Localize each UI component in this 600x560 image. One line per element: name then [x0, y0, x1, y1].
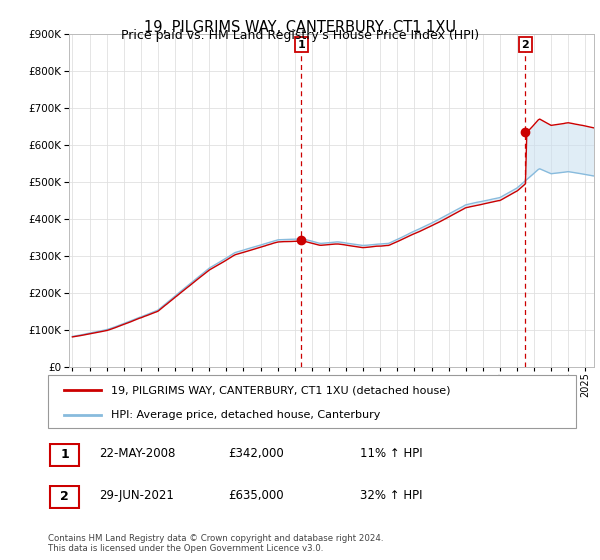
FancyBboxPatch shape [50, 444, 79, 466]
Text: 11% ↑ HPI: 11% ↑ HPI [360, 447, 422, 460]
Text: 1: 1 [298, 40, 305, 50]
Text: £342,000: £342,000 [228, 447, 284, 460]
Text: £635,000: £635,000 [228, 489, 284, 502]
Text: 19, PILGRIMS WAY, CANTERBURY, CT1 1XU: 19, PILGRIMS WAY, CANTERBURY, CT1 1XU [144, 20, 456, 35]
Text: 19, PILGRIMS WAY, CANTERBURY, CT1 1XU (detached house): 19, PILGRIMS WAY, CANTERBURY, CT1 1XU (d… [112, 385, 451, 395]
Text: Price paid vs. HM Land Registry's House Price Index (HPI): Price paid vs. HM Land Registry's House … [121, 29, 479, 42]
Text: Contains HM Land Registry data © Crown copyright and database right 2024.
This d: Contains HM Land Registry data © Crown c… [48, 534, 383, 553]
Text: 29-JUN-2021: 29-JUN-2021 [99, 489, 174, 502]
Text: 2: 2 [60, 491, 69, 503]
Text: HPI: Average price, detached house, Canterbury: HPI: Average price, detached house, Cant… [112, 410, 381, 420]
FancyBboxPatch shape [50, 486, 79, 508]
Text: 32% ↑ HPI: 32% ↑ HPI [360, 489, 422, 502]
FancyBboxPatch shape [48, 375, 576, 428]
Text: 2: 2 [521, 40, 529, 50]
Text: 1: 1 [60, 449, 69, 461]
Text: 22-MAY-2008: 22-MAY-2008 [99, 447, 175, 460]
